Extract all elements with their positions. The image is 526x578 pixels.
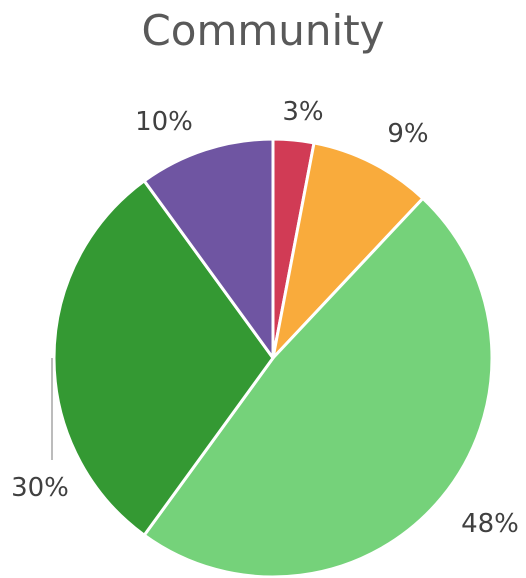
pie-slice-10pct [142,137,275,360]
chart-title: Community [141,6,385,55]
pie-slice-30pct [52,179,275,537]
slice-label-3pct: 3% [282,97,323,127]
slice-label-48pct: 48% [461,509,519,539]
slice-label-9pct: 9% [387,119,428,149]
pie-slice-9pct [271,141,425,360]
slice-labels: 3% 9% 48% 30% 10% [11,97,519,539]
slice-label-10pct: 10% [135,107,193,137]
slice-label-30pct: 30% [11,473,69,503]
pie-slice-48pct [142,196,494,578]
pie-slices [52,137,494,578]
